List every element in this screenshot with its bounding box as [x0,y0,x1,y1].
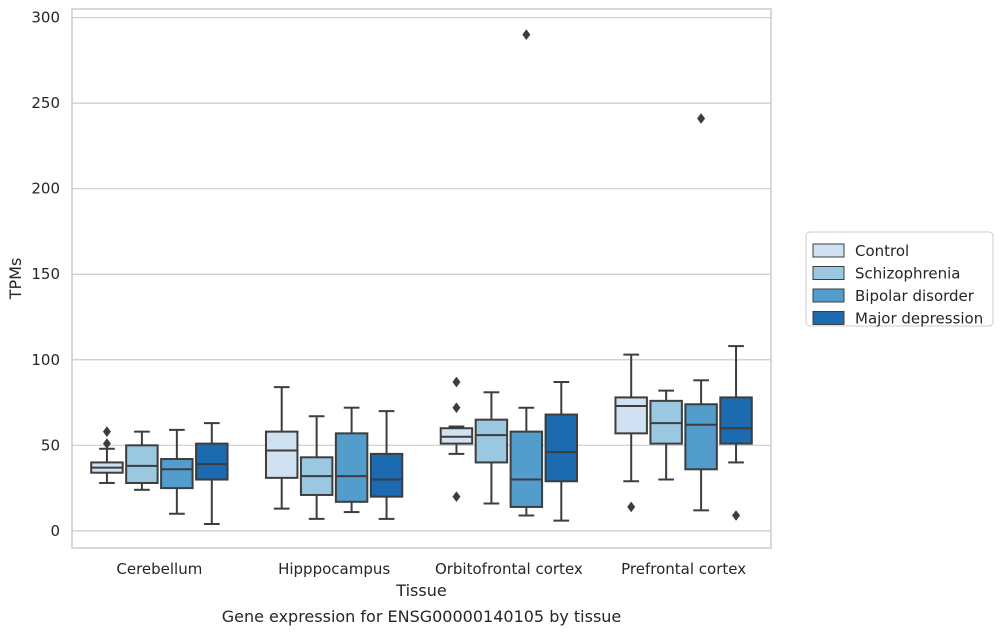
y-tick-label: 200 [31,180,60,198]
plot-frame [71,8,772,549]
box-group [439,376,474,503]
y-tick-label: 0 [50,522,60,540]
x-tick-label: Cerebellum [116,560,202,578]
y-tick-label: 150 [31,265,60,283]
outlier-point [627,501,636,513]
x-axis-label: Tissue [395,581,446,600]
y-tick-label: 250 [31,94,60,112]
box-group [684,113,718,512]
box [614,396,648,435]
box-group [90,426,124,484]
legend-label: Bipolar disorder [855,287,975,305]
box-group [334,406,369,514]
boxes-layer [90,29,753,526]
box [509,430,544,508]
box [160,458,194,490]
box [684,403,718,471]
legend-label: Schizophrenia [855,265,960,283]
box-group [614,353,648,513]
box-group [474,391,509,505]
outlier-point [102,426,112,438]
y-axis-label: TPMs [6,258,25,301]
legend: Control Schizophrenia Bipolar disorder Majo… [805,231,994,328]
box-group [299,415,334,520]
box [719,396,753,445]
box-group [509,29,544,517]
legend-swatch [812,311,845,325]
box [195,442,229,481]
legend-swatch [812,288,845,303]
box-group [160,428,194,515]
box [334,432,369,503]
box-group [544,381,579,522]
x-tick-label: Hipppocampus [278,560,390,578]
box [369,452,404,498]
box [544,413,579,483]
y-axis: 0 50 100 150 200 250 300 [31,9,60,540]
outlier-point [102,438,112,450]
box-group [264,386,299,510]
x-tick-label: Prefrontal cortex [621,560,746,578]
outlier-point [522,29,531,41]
x-axis: Cerebellum Hipppocampus Orbitofrontal cort… [116,560,746,578]
chart-caption: Gene expression for ENSG00000140105 by t… [222,607,622,626]
box [125,444,159,484]
outlier-point [452,491,461,503]
y-tick-label: 100 [31,351,60,369]
legend-swatch [812,266,845,280]
x-tick-label: Orbitofrontal cortex [435,560,583,578]
box-group [649,389,683,481]
box [264,430,299,479]
box-group [125,430,159,491]
grid-layer [72,16,771,532]
outlier-point [452,376,461,388]
outlier-point [452,402,461,414]
outlier-point [731,510,741,521]
box-group [195,422,229,526]
box-group [369,410,404,520]
outlier-point [697,113,706,124]
legend-frame [805,231,994,327]
y-tick-label: 50 [41,436,60,454]
legend-label: Major depression [855,310,983,328]
box [474,418,509,464]
box-group [719,345,753,521]
legend-swatch [812,243,845,258]
legend-label: Control [855,242,909,260]
legend-items: Control Schizophrenia Bipolar disorder Majo… [812,242,983,328]
y-tick-label: 300 [31,9,60,27]
